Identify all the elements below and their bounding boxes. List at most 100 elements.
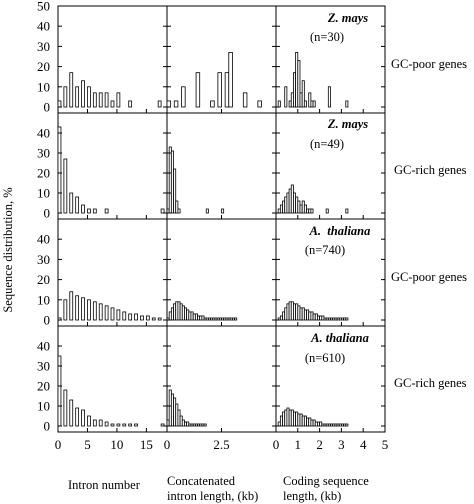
y-tick-label: 30 bbox=[37, 146, 50, 161]
histogram-bar bbox=[69, 72, 74, 108]
histogram-bar bbox=[242, 92, 248, 108]
histogram-bar bbox=[81, 204, 85, 214]
histogram-bar bbox=[173, 100, 179, 108]
histogram-bar bbox=[175, 200, 179, 214]
x-tick-label: 5 bbox=[382, 437, 389, 452]
histogram-bar bbox=[75, 295, 80, 321]
histogram-bar bbox=[166, 100, 172, 108]
y-tick-label: 0 bbox=[44, 419, 51, 434]
histogram-bar bbox=[345, 317, 349, 321]
histogram-bar bbox=[104, 305, 109, 321]
histogram-bar bbox=[277, 100, 281, 108]
y-tick-label: 20 bbox=[37, 272, 50, 287]
species-label-row-3: A. thaliana (n=610) bbox=[305, 331, 369, 365]
svg-text:(n=49): (n=49) bbox=[310, 137, 344, 151]
y-tick-label: 10 bbox=[37, 399, 50, 414]
histogram-bar bbox=[57, 100, 62, 108]
histogram-bar bbox=[312, 100, 316, 108]
histogram-bar bbox=[205, 208, 209, 214]
x-axis-label-col-0: Intron number bbox=[68, 478, 141, 492]
histogram-bar bbox=[310, 208, 314, 214]
histogram-bar bbox=[116, 423, 121, 427]
y-tick-label: 40 bbox=[37, 339, 50, 354]
histogram-bar bbox=[110, 307, 115, 321]
svg-text:Z. mays: Z. mays bbox=[327, 117, 368, 131]
histogram-bar bbox=[81, 297, 85, 321]
histogram-bar bbox=[104, 92, 109, 108]
y-tick-label: 10 bbox=[37, 292, 50, 307]
x-tick-label: 2 bbox=[316, 437, 323, 452]
histogram-bar bbox=[87, 208, 91, 214]
histogram-bar bbox=[87, 299, 91, 321]
histogram-bar bbox=[87, 415, 91, 427]
x-tick-label: 5 bbox=[84, 437, 91, 452]
y-tick-label: 40 bbox=[37, 126, 50, 141]
histogram-bar bbox=[308, 92, 312, 108]
x-axis-label-col-2-line-2: length, (kb) bbox=[283, 489, 341, 503]
histogram-bar bbox=[92, 92, 97, 108]
histogram-bar bbox=[63, 86, 68, 108]
row-label-1: GC-rich genes bbox=[394, 163, 467, 177]
histogram-bar bbox=[134, 423, 138, 427]
histogram-bar bbox=[151, 317, 156, 321]
histogram-bar bbox=[297, 60, 301, 108]
histogram-bar bbox=[234, 317, 238, 321]
x-axis-label-col-1-line-1: Concatenated bbox=[167, 474, 236, 488]
histogram-bar bbox=[128, 313, 133, 321]
x-tick-label: 10 bbox=[110, 437, 123, 452]
y-tick-label: 40 bbox=[37, 232, 50, 247]
y-axis-label: Sequence distribution, % bbox=[1, 187, 15, 312]
histogram-bar bbox=[116, 92, 121, 108]
svg-text:(n=610): (n=610) bbox=[305, 351, 345, 365]
y-tick-label: 30 bbox=[37, 252, 50, 267]
histogram-bar bbox=[110, 423, 115, 427]
y-tick-label: 20 bbox=[37, 379, 50, 394]
histogram-bar bbox=[98, 92, 103, 108]
histogram-bar bbox=[75, 86, 80, 108]
histogram-bar bbox=[69, 192, 74, 214]
y-tick-label: 50 bbox=[37, 0, 50, 14]
histogram-bar bbox=[325, 208, 329, 214]
histogram-bar bbox=[157, 100, 162, 108]
histogram-bar bbox=[63, 389, 68, 427]
x-axis-label-col-2-line-1: Coding sequence bbox=[283, 474, 369, 488]
svg-text:(n=30): (n=30) bbox=[310, 30, 344, 44]
y-tick-label: 30 bbox=[37, 39, 50, 54]
species-label-row-1: Z. mays (n=49) bbox=[310, 117, 368, 151]
histogram-bar bbox=[63, 158, 68, 214]
histogram-bar bbox=[181, 86, 186, 108]
y-tick-label: 20 bbox=[37, 166, 50, 181]
histogram-bar bbox=[122, 423, 127, 427]
histogram-bar bbox=[210, 100, 215, 108]
histogram-bar bbox=[110, 100, 115, 108]
svg-text:Z. mays: Z. mays bbox=[327, 11, 368, 25]
histogram-bar bbox=[104, 421, 109, 427]
histogram-bar bbox=[81, 409, 85, 427]
histogram-bar bbox=[87, 86, 91, 108]
histogram-bar bbox=[134, 313, 138, 321]
x-axis-label-col-1-line-2: intron length, (kb) bbox=[167, 489, 258, 503]
histogram-bar bbox=[104, 208, 109, 214]
histogram-bar bbox=[69, 399, 74, 427]
histogram-bar bbox=[128, 100, 133, 108]
x-tick-label: 15 bbox=[140, 437, 153, 452]
species-label-row-0: Z. mays (n=30) bbox=[310, 11, 368, 44]
y-tick-label: 0 bbox=[44, 206, 51, 221]
x-tick-label: 0 bbox=[55, 437, 62, 452]
y-tick-label: 30 bbox=[37, 359, 50, 374]
svg-text:A. thaliana: A. thaliana bbox=[309, 224, 371, 238]
row-label-0: GC-poor genes bbox=[391, 57, 467, 71]
y-tick-label: 0 bbox=[44, 100, 51, 115]
y-tick-label: 0 bbox=[44, 313, 51, 328]
y-tick-label: 10 bbox=[37, 186, 50, 201]
histogram-bar bbox=[345, 100, 349, 108]
histogram-bar bbox=[157, 317, 162, 321]
row-label-2: GC-poor genes bbox=[391, 270, 467, 284]
histogram-bar bbox=[160, 208, 165, 214]
histogram-bar bbox=[122, 311, 127, 321]
histogram-bar bbox=[160, 423, 165, 427]
svg-text:A. thaliana: A. thaliana bbox=[310, 331, 369, 345]
y-tick-label: 10 bbox=[37, 79, 50, 94]
x-tick-label: 2.5 bbox=[213, 437, 229, 452]
x-tick-label: 1 bbox=[295, 437, 302, 452]
